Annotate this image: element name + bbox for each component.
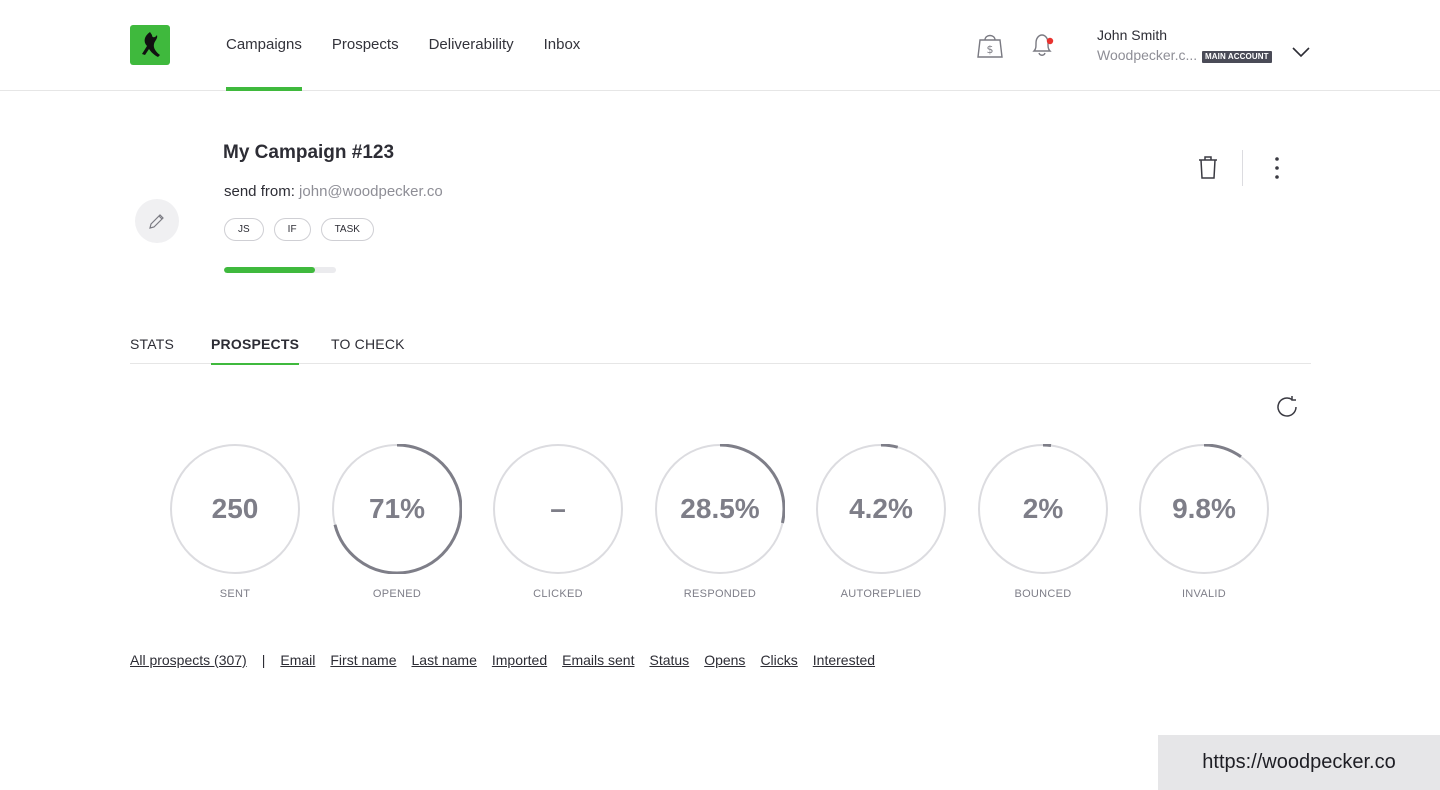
stat-label: SENT xyxy=(219,588,251,600)
campaign-progress-fill xyxy=(224,267,315,273)
shopping-bag-icon[interactable]: $ xyxy=(977,31,1003,64)
account-badge: MAIN ACCOUNT xyxy=(1202,51,1272,63)
stat-label: CLICKED xyxy=(533,588,583,600)
user-company[interactable]: Woodpecker.c... xyxy=(1097,47,1198,63)
more-vertical-icon xyxy=(1275,157,1279,179)
tag-js[interactable]: JS xyxy=(224,218,264,241)
nav-item-inbox[interactable]: Inbox xyxy=(543,36,581,53)
column-status-link[interactable]: Status xyxy=(649,652,690,668)
stat-opened: 71% OPENED xyxy=(332,444,462,600)
stat-value: 250 xyxy=(211,493,259,524)
column-email-link[interactable]: Email xyxy=(280,652,316,668)
pencil-icon xyxy=(149,214,164,229)
column-clicks-link[interactable]: Clicks xyxy=(760,652,798,668)
stat-clicked: – CLICKED xyxy=(493,444,623,600)
nav-item-campaigns[interactable]: Campaigns xyxy=(226,0,302,91)
stat-label: RESPONDED xyxy=(683,588,757,600)
stat-autoreplied: 4.2% AUTOREPLIED xyxy=(816,444,946,600)
stat-value: 2% xyxy=(1022,493,1064,524)
tab-prospects[interactable]: PROSPECTS xyxy=(211,336,300,365)
user-name[interactable]: John Smith xyxy=(1097,27,1168,43)
tag-task[interactable]: TASK xyxy=(320,218,374,241)
tab-to-check[interactable]: TO CHECK xyxy=(331,336,405,352)
chevron-down-icon[interactable] xyxy=(1292,45,1310,63)
stat-value: 9.8% xyxy=(1172,493,1236,524)
campaign-tabs: STATS PROSPECTS TO CHECK xyxy=(130,336,1311,365)
tab-stats[interactable]: STATS xyxy=(130,336,175,352)
column-emails-sent-link[interactable]: Emails sent xyxy=(562,652,635,668)
delete-campaign-button[interactable] xyxy=(1197,155,1219,186)
campaign-tags: JS IF TASK xyxy=(224,218,374,241)
ring-progress-arc xyxy=(1139,444,1269,574)
stat-ring-responded: 28.5% xyxy=(655,444,785,574)
stat-label: BOUNCED xyxy=(1014,588,1072,600)
stat-ring-bounced: 2% xyxy=(978,444,1108,574)
ring-progress-arc xyxy=(332,444,462,574)
url-badge: https://woodpecker.co xyxy=(1158,735,1440,790)
notification-dot xyxy=(1046,37,1054,45)
stat-value: 28.5% xyxy=(680,493,760,524)
tag-if[interactable]: IF xyxy=(273,218,311,241)
stat-ring-clicked: – xyxy=(493,444,623,574)
divider xyxy=(1242,150,1243,186)
prospect-columns: All prospects (307) | Email First name L… xyxy=(130,652,890,668)
column-first-name-link[interactable]: First name xyxy=(330,652,397,668)
campaign-title: My Campaign #123 xyxy=(223,142,395,163)
stat-value: 4.2% xyxy=(849,493,913,524)
stat-ring-opened: 71% xyxy=(332,444,462,574)
send-from-label: send from: xyxy=(224,183,295,200)
all-prospects-link[interactable]: All prospects (307) xyxy=(130,652,247,668)
stat-invalid: 9.8% INVALID xyxy=(1139,444,1269,600)
stat-label: AUTOREPLIED xyxy=(840,588,922,600)
ring-track xyxy=(170,444,300,574)
stat-responded: 28.5% RESPONDED xyxy=(655,444,785,600)
ring-track xyxy=(493,444,623,574)
trash-icon xyxy=(1199,156,1217,179)
column-opens-link[interactable]: Opens xyxy=(704,652,746,668)
bell-icon[interactable] xyxy=(1030,31,1056,64)
column-separator: | xyxy=(261,652,266,668)
nav-item-deliverability[interactable]: Deliverability xyxy=(428,36,514,53)
stat-sent: 250 SENT xyxy=(170,444,300,600)
send-from-email: john@woodpecker.co xyxy=(299,183,443,200)
stat-ring-invalid: 9.8% xyxy=(1139,444,1269,574)
edit-campaign-button[interactable] xyxy=(135,199,179,243)
send-from: send from: john@woodpecker.co xyxy=(224,183,443,200)
ring-progress-arc xyxy=(816,444,946,574)
column-interested-link[interactable]: Interested xyxy=(812,652,876,668)
stat-label: INVALID xyxy=(1181,588,1227,600)
stat-value: – xyxy=(550,493,566,524)
refresh-icon xyxy=(1277,396,1297,417)
logo-icon[interactable] xyxy=(130,25,170,65)
stat-ring-autoreplied: 4.2% xyxy=(816,444,946,574)
ring-progress-arc xyxy=(655,444,785,574)
stat-bounced: 2% BOUNCED xyxy=(978,444,1108,600)
more-options-button[interactable] xyxy=(1268,155,1286,186)
stat-value: 71% xyxy=(368,493,426,524)
main-nav: Campaigns Prospects Deliverability Inbox xyxy=(226,0,581,91)
stat-label: OPENED xyxy=(372,588,422,600)
column-imported-link[interactable]: Imported xyxy=(491,652,548,668)
refresh-button[interactable] xyxy=(1275,395,1299,424)
top-navigation-bar: Campaigns Prospects Deliverability Inbox… xyxy=(0,0,1440,91)
ring-progress-arc xyxy=(978,444,1108,574)
column-last-name-link[interactable]: Last name xyxy=(411,652,477,668)
stat-ring-sent: 250 xyxy=(170,444,300,574)
svg-text:$: $ xyxy=(987,43,994,56)
nav-item-prospects[interactable]: Prospects xyxy=(331,36,399,53)
campaign-progress-bar xyxy=(224,267,336,273)
